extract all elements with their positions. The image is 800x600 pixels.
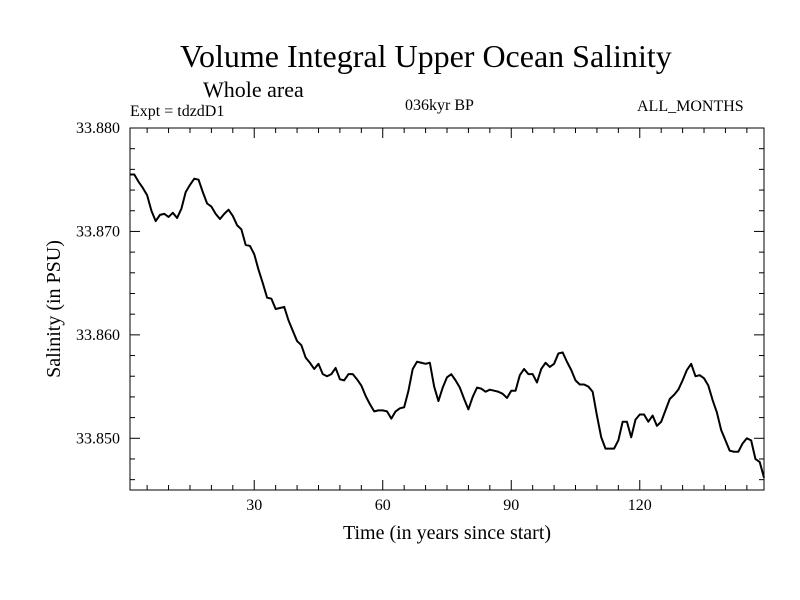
y-tick-labels: 33.850 33.860 33.870 33.880	[76, 120, 120, 447]
plot-frame	[129, 127, 765, 491]
chart-subtitle: Whole area	[203, 77, 304, 102]
experiment-label: Expt = tdzdD1	[130, 103, 225, 120]
series-line-salinity	[130, 173, 765, 478]
y-tick-label: 33.870	[76, 223, 120, 240]
x-axis-label: Time (in years since start)	[343, 522, 551, 544]
x-tick-label: 90	[503, 497, 519, 514]
months-label: ALL_MONTHS	[637, 98, 744, 115]
x-tick-label: 120	[628, 497, 652, 514]
y-axis-label: Salinity (in PSU)	[43, 240, 65, 378]
chart-title: Volume Integral Upper Ocean Salinity	[180, 38, 672, 74]
axis-ticks	[130, 127, 764, 490]
y-tick-label: 33.860	[76, 327, 120, 344]
y-tick-label: 33.850	[76, 430, 120, 447]
y-tick-label: 33.880	[76, 120, 120, 137]
period-label: 036kyr BP	[405, 97, 474, 114]
x-tick-labels: 30 60 90 120	[246, 497, 652, 514]
x-tick-label: 30	[246, 497, 262, 514]
x-tick-label: 60	[375, 497, 391, 514]
